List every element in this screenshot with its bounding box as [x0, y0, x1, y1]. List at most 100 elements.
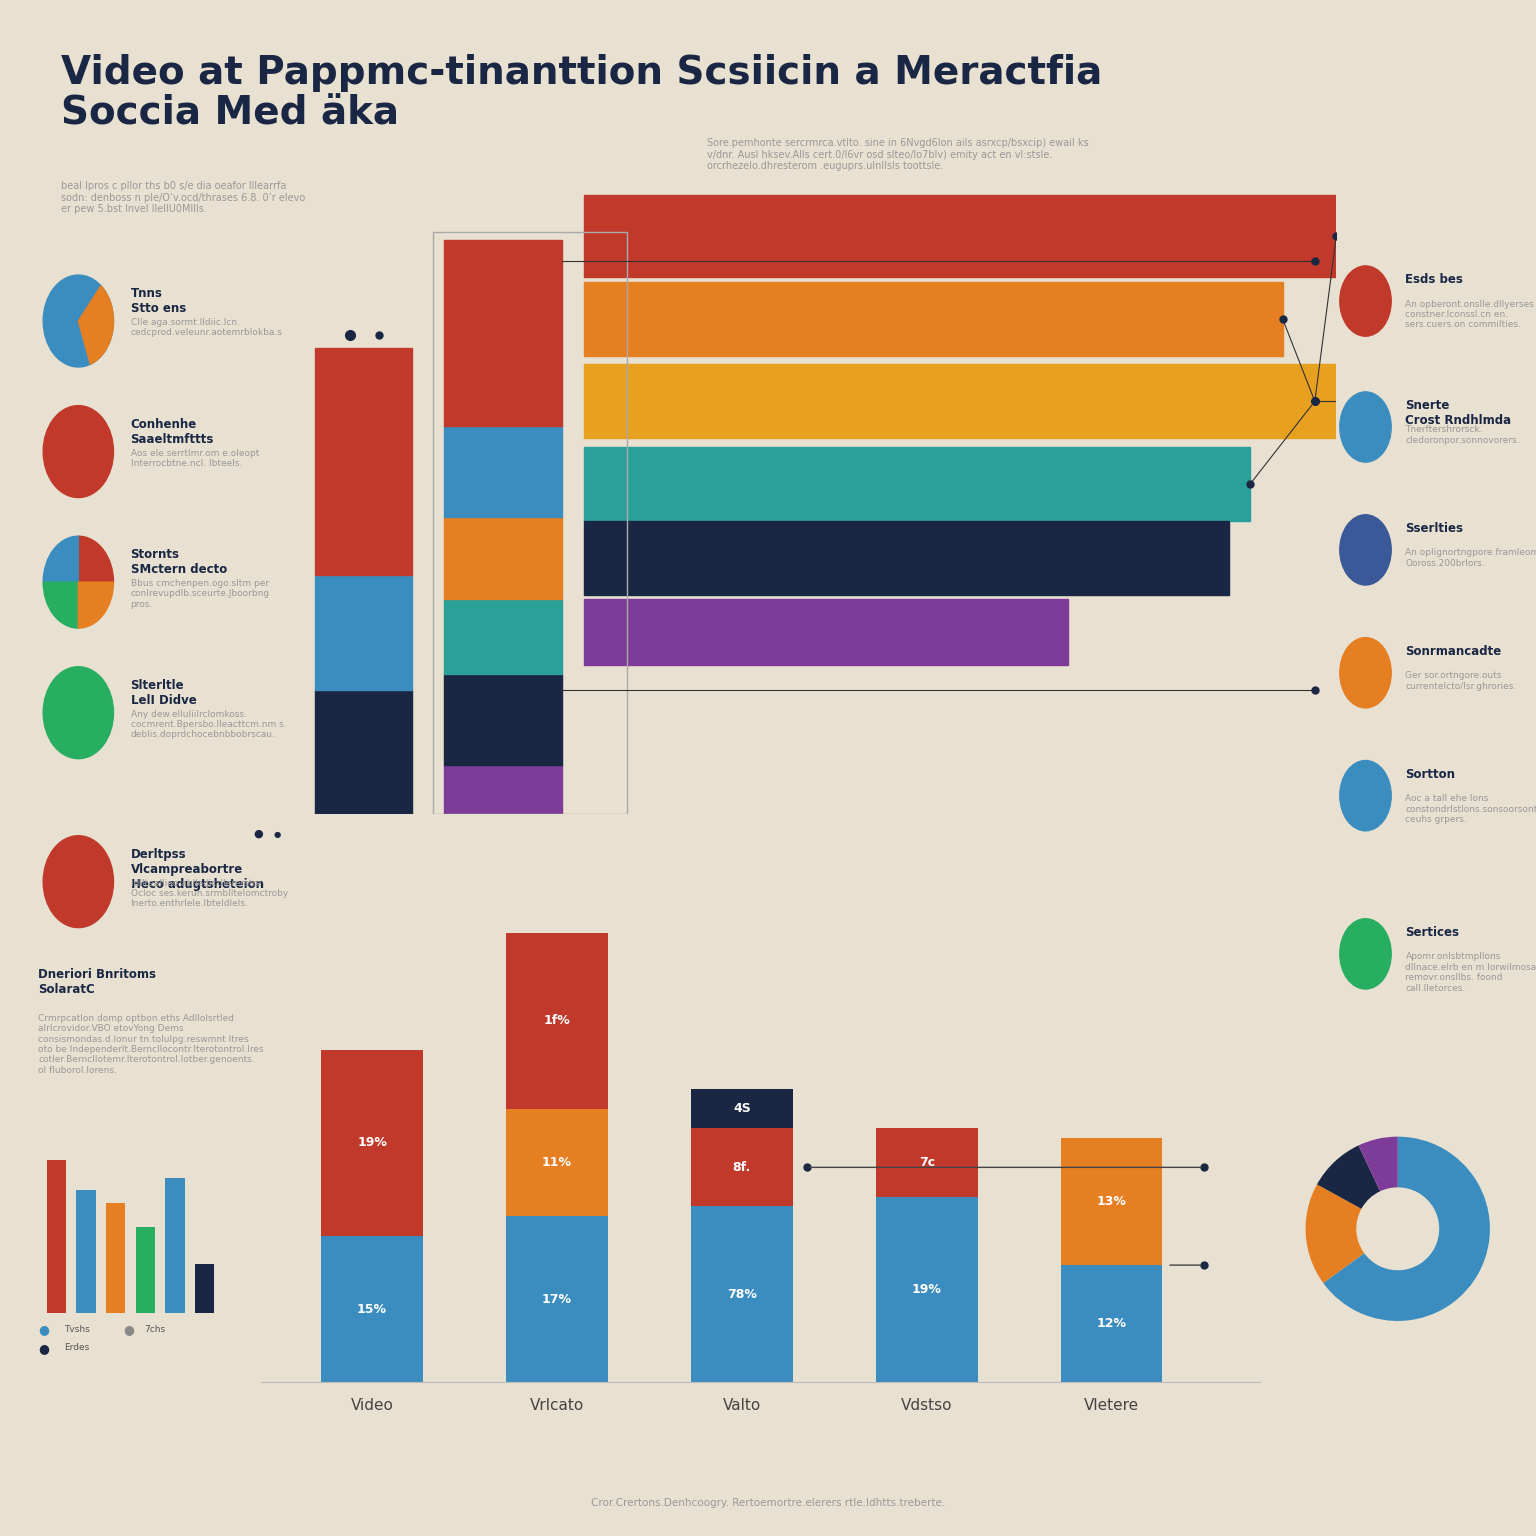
Bar: [1061, 1138, 1163, 1266]
Bar: [46, 1160, 66, 1313]
Text: 15%: 15%: [356, 1303, 387, 1316]
Wedge shape: [78, 582, 114, 628]
Bar: [315, 574, 412, 690]
Bar: [584, 195, 1336, 278]
Text: ●: ●: [38, 1322, 49, 1336]
Text: ●: ●: [273, 829, 281, 839]
Text: Aos ele.serrtlmr.om e.oleopt
Interrocbtne.ncl. lbteels.: Aos ele.serrtlmr.om e.oleopt Interrocbtn…: [131, 449, 260, 468]
Text: Video at Pappmc­tinanttion Scsiicin a Meractfia
Soccia Med äka: Video at Pappmc­tinanttion Scsiicin a Me…: [61, 54, 1103, 132]
Text: Crmrpcatlon domp optbon.eths Adllolsrtled
alrlcrovidor.VBO etovYong Dems
consism: Crmrpcatlon domp optbon.eths Adllolsrtle…: [38, 1014, 264, 1075]
Text: Tvshs: Tvshs: [65, 1324, 91, 1333]
Text: 19%: 19%: [356, 1137, 387, 1149]
Circle shape: [43, 667, 114, 759]
Wedge shape: [78, 536, 114, 582]
Bar: [135, 1227, 155, 1313]
Text: An oplignortngpore.framleome
Ooross.200brlors.: An oplignortngpore.framleome Ooross.200b…: [1405, 548, 1536, 568]
Text: Conhenhe
Saaeltmfttts: Conhenhe Saaeltmfttts: [131, 418, 214, 445]
Text: 7chs: 7chs: [144, 1324, 166, 1333]
Bar: [1061, 1266, 1163, 1382]
Text: Sore.pemhonte sercrmrca.vtlto. sine in 6Nvgd6Ion ails asrxcp/bsxcip) ewail ks
v/: Sore.pemhonte sercrmrca.vtlto. sine in 6…: [707, 138, 1087, 172]
Bar: [505, 932, 608, 1109]
Bar: [584, 447, 1250, 521]
Text: ●: ●: [123, 1322, 134, 1336]
Bar: [505, 1217, 608, 1382]
Text: Dneriori Bnritoms
SolaratC: Dneriori Bnritoms SolaratC: [38, 968, 157, 995]
Circle shape: [1339, 637, 1392, 708]
Text: 8f.: 8f.: [733, 1161, 751, 1174]
Text: Cror.Crertons.Denhcoogry. Rertoemortre.elerers rtle.ldhtts.treberte.: Cror.Crertons.Denhcoogry. Rertoemortre.e…: [591, 1498, 945, 1508]
Text: Erdes: Erdes: [65, 1342, 89, 1352]
Bar: [584, 521, 1229, 596]
Text: Any dew.elluliilrclomkoss.
cocmrent.Bpersbo.lleacttcm.nm s.
deblis.doprdchocebnb: Any dew.elluliilrclomkoss. cocmrent.Bper…: [131, 710, 286, 739]
Text: 1f%: 1f%: [544, 1014, 570, 1028]
Text: Aoc a tall ehe lons
constondrlstlons.sonsoorsontrs.
ceuhs grpers.: Aoc a tall ehe lons constondrlstlons.son…: [1405, 794, 1536, 823]
Bar: [584, 599, 1068, 665]
Circle shape: [1339, 266, 1392, 336]
Circle shape: [1339, 919, 1392, 989]
Bar: [584, 281, 1283, 356]
Circle shape: [43, 836, 114, 928]
Bar: [444, 518, 562, 599]
Text: Sserlties: Sserlties: [1405, 522, 1464, 535]
Text: 17%: 17%: [542, 1293, 571, 1306]
Text: An opberont.onslle.dllyerses
constner.lconssl.cn en.
sers.cuers.on commilties.: An opberont.onslle.dllyerses constner.lc…: [1405, 300, 1534, 329]
Wedge shape: [1322, 1137, 1490, 1321]
Bar: [321, 1051, 422, 1236]
Text: Derltpss
Vlcampreabortre
Heco adugtsheteion: Derltpss Vlcampreabortre Heco adugtshete…: [131, 848, 264, 891]
Bar: [444, 599, 562, 674]
Text: Sonrmancadte: Sonrmancadte: [1405, 645, 1502, 657]
Wedge shape: [1316, 1146, 1381, 1209]
Text: Snerte
Crost Rndhlmda: Snerte Crost Rndhlmda: [1405, 399, 1511, 427]
Bar: [691, 1206, 793, 1382]
Text: Sertices: Sertices: [1405, 926, 1459, 938]
Circle shape: [43, 406, 114, 498]
Bar: [444, 674, 562, 765]
Text: 19%: 19%: [912, 1283, 942, 1296]
Text: 78%: 78%: [727, 1287, 757, 1301]
Bar: [691, 1089, 793, 1129]
Text: Slterltle
LelI Didve: Slterltle LelI Didve: [131, 679, 197, 707]
Bar: [876, 1197, 977, 1382]
Text: Clle aga.sormt.lldiic.lcn.
cedcprod.veleunr.aotemrblokba.s: Clle aga.sormt.lldiic.lcn. cedcprod.vele…: [131, 318, 283, 338]
Text: Esds bes: Esds bes: [1405, 273, 1464, 286]
Text: 13%: 13%: [1097, 1195, 1126, 1209]
Text: 12%: 12%: [1097, 1318, 1126, 1330]
Circle shape: [1339, 760, 1392, 831]
Bar: [106, 1203, 126, 1313]
Wedge shape: [1358, 1137, 1398, 1192]
Text: 11%: 11%: [542, 1157, 571, 1169]
Bar: [315, 690, 412, 814]
Bar: [691, 1129, 793, 1206]
Bar: [584, 364, 1422, 438]
Text: ●: ●: [38, 1341, 49, 1355]
Bar: [876, 1129, 977, 1197]
Wedge shape: [78, 286, 114, 364]
Text: Idllteallioo ablledir.dlererstre
Ocloc ses.kerun.srmblltelomctroby
lnerto.enthrl: Idllteallioo ablledir.dlererstre Ocloc s…: [131, 879, 287, 908]
Bar: [444, 425, 562, 516]
Circle shape: [1339, 515, 1392, 585]
Text: Tnns
Stto ens: Tnns Stto ens: [131, 287, 186, 315]
Wedge shape: [1306, 1184, 1364, 1283]
Bar: [77, 1190, 95, 1313]
Wedge shape: [43, 582, 78, 628]
Bar: [321, 1236, 422, 1382]
Bar: [315, 347, 412, 574]
Text: Stornts
SMctern decto: Stornts SMctern decto: [131, 548, 227, 576]
Text: Apomr.onlsbtmpllons
dllnace.elrb en m lorwilmosatl
removr.onsllbs. foond
call.ll: Apomr.onlsbtmpllons dllnace.elrb en m lo…: [1405, 952, 1536, 992]
Bar: [505, 1109, 608, 1217]
Text: 7c: 7c: [919, 1157, 935, 1169]
Bar: [444, 240, 562, 425]
Circle shape: [43, 275, 114, 367]
Bar: [444, 765, 562, 814]
Text: Bbus cmchenpen.ogo.sltm per
conlrevupdlb.sceurte.Jboorbng
pros.: Bbus cmchenpen.ogo.sltm per conlrevupdlb…: [131, 579, 270, 608]
Text: Sortton: Sortton: [1405, 768, 1456, 780]
Text: ●: ●: [253, 829, 263, 839]
Bar: [195, 1264, 215, 1313]
Circle shape: [1339, 392, 1392, 462]
Text: 4S: 4S: [733, 1103, 751, 1115]
Bar: [166, 1178, 184, 1313]
Text: Ger sor.ortngore.outs
currentelcto/lsr.ghrories.: Ger sor.ortngore.outs currentelcto/lsr.g…: [1405, 671, 1516, 691]
Text: beal lpros c pllor ths b0 s/e dia oeafor lllearrfa
sodn: denboss n ple/O’v.ocd/t: beal lpros c pllor ths b0 s/e dia oeafor…: [61, 181, 306, 215]
Text: Tnerftershrorsck.
cledoronpor.sonnovorers.: Tnerftershrorsck. cledoronpor.sonnovorer…: [1405, 425, 1521, 445]
Wedge shape: [43, 536, 78, 582]
